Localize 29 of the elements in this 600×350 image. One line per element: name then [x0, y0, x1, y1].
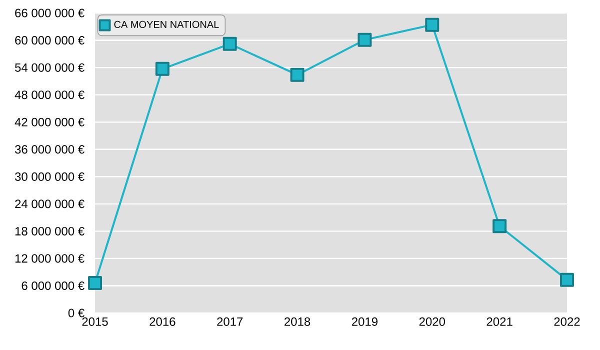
y-tick-label: 6 000 000 € — [22, 281, 84, 290]
x-tick-label: 2015 — [82, 317, 108, 326]
x-tick-label: 2018 — [284, 317, 310, 326]
y-tick-label: 54 000 000 € — [15, 63, 84, 72]
x-tick-label: 2019 — [352, 317, 378, 326]
y-tick-label: 18 000 000 € — [15, 226, 84, 236]
x-tick-label: 2020 — [419, 317, 446, 326]
y-tick-label: 48 000 000 € — [14, 90, 84, 100]
x-tick-label: 2021 — [486, 317, 512, 326]
legend-label: CA MOYEN NATIONAL — [114, 20, 219, 28]
y-tick-label: 30 000 000 € — [15, 172, 84, 181]
point — [492, 219, 507, 234]
y-tick-label: 66 000 000 € — [15, 8, 84, 18]
y-tick-label: 0 € — [68, 308, 84, 318]
point — [155, 62, 170, 76]
x-tick-label: 2017 — [217, 317, 243, 326]
point — [358, 32, 372, 47]
y-tick-label: 12 000 000 € — [15, 254, 84, 263]
x-tick-label: 2016 — [150, 317, 176, 326]
point — [222, 36, 237, 51]
y-tick-label: 36 000 000 € — [15, 145, 84, 154]
y-tick-label: 24 000 000 € — [15, 200, 84, 208]
y-tick-label: 42 000 000 € — [14, 118, 84, 126]
point — [290, 68, 304, 82]
y-tick-label: 60 000 000 € — [15, 36, 84, 45]
point — [560, 272, 574, 287]
point — [88, 276, 102, 290]
x-tick-label: 2022 — [554, 317, 580, 326]
point — [425, 18, 440, 32]
